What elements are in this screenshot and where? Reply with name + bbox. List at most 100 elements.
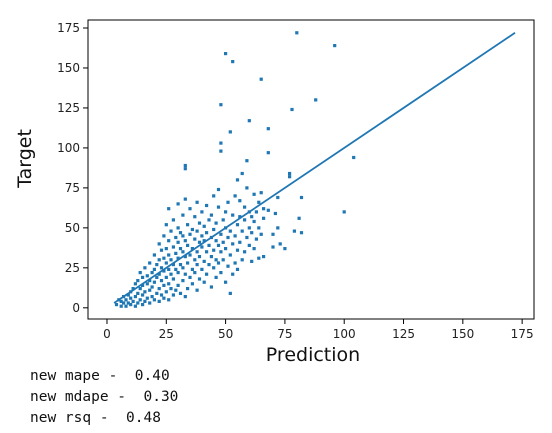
data-point: [138, 287, 142, 291]
data-point: [131, 287, 135, 291]
data-point: [186, 261, 190, 265]
data-point: [181, 213, 185, 217]
data-point: [247, 226, 251, 230]
data-point: [259, 191, 263, 195]
data-point: [197, 277, 202, 281]
data-point: [290, 107, 294, 112]
data-point: [193, 237, 197, 241]
data-point: [235, 248, 240, 252]
data-point: [221, 218, 225, 222]
data-point: [169, 287, 173, 291]
data-point: [157, 242, 161, 246]
data-point: [171, 218, 175, 222]
data-point: [262, 207, 266, 211]
mdape-line: new mdape - 0.30: [30, 389, 179, 405]
data-point: [288, 171, 292, 176]
x-tick-label: 50: [218, 327, 233, 341]
data-point: [188, 207, 192, 211]
mape-line: new mape - 0.40: [30, 368, 170, 384]
data-point: [148, 301, 152, 305]
data-point: [333, 44, 337, 48]
data-point: [219, 250, 223, 254]
data-point: [164, 275, 168, 279]
data-point: [228, 130, 232, 134]
data-point: [145, 296, 149, 300]
data-point: [150, 295, 154, 299]
data-point: [259, 77, 263, 81]
data-point: [138, 271, 142, 275]
data-point: [250, 231, 254, 235]
data-point: [183, 167, 187, 171]
data-point: [150, 285, 154, 289]
data-point: [183, 255, 187, 259]
data-point: [228, 253, 232, 257]
data-point: [262, 216, 266, 220]
data-point: [126, 293, 130, 297]
data-point: [207, 263, 211, 267]
data-point: [126, 301, 130, 305]
y-tick-label: 150: [57, 61, 80, 75]
data-point: [233, 261, 237, 265]
data-point: [245, 186, 249, 190]
data-point: [197, 240, 202, 244]
data-point: [266, 151, 270, 155]
data-point: [114, 303, 119, 307]
data-point: [176, 202, 180, 206]
data-point: [124, 298, 128, 302]
reference-line: [113, 32, 516, 304]
data-point: [205, 250, 209, 254]
data-point: [152, 280, 156, 284]
data-point: [169, 258, 173, 262]
data-point: [224, 52, 228, 56]
data-point: [238, 215, 242, 219]
data-point: [167, 298, 171, 302]
data-point: [141, 275, 145, 279]
data-point: [200, 210, 204, 214]
data-point: [164, 247, 168, 251]
data-point: [167, 267, 171, 271]
data-point: [202, 259, 206, 263]
data-point: [240, 258, 244, 262]
data-point: [148, 288, 152, 292]
data-point: [169, 229, 173, 233]
data-point: [122, 301, 126, 305]
data-point: [141, 283, 145, 287]
data-point: [148, 279, 152, 283]
data-point: [207, 218, 211, 222]
data-point: [235, 267, 240, 271]
data-point: [276, 195, 280, 200]
data-point: [157, 299, 161, 303]
rsq-line: new rsq - 0.48: [30, 410, 161, 426]
data-point: [188, 275, 192, 279]
data-point: [186, 223, 190, 227]
data-point: [136, 301, 140, 305]
data-point: [219, 103, 223, 107]
data-point: [136, 279, 140, 283]
data-point: [231, 242, 235, 246]
data-point: [212, 248, 216, 252]
data-point: [143, 290, 147, 294]
y-axis-label: Target: [14, 129, 36, 189]
data-point: [145, 282, 149, 286]
data-point: [259, 232, 263, 236]
data-point: [273, 211, 277, 216]
data-point: [152, 253, 156, 257]
data-point: [197, 255, 202, 259]
data-point: [176, 240, 180, 244]
data-point: [216, 205, 221, 209]
x-tick-label: 125: [392, 327, 415, 341]
data-point: [152, 267, 156, 271]
data-point: [119, 299, 123, 303]
x-tick-label: 75: [277, 327, 292, 341]
data-point: [124, 304, 128, 308]
data-point: [252, 247, 256, 251]
data-point: [155, 275, 159, 279]
x-tick-label: 175: [511, 327, 534, 341]
data-point: [167, 239, 171, 243]
data-point: [178, 263, 183, 267]
data-point: [178, 231, 183, 235]
data-point: [190, 282, 194, 286]
data-point: [226, 235, 230, 240]
data-point: [292, 229, 296, 233]
data-point: [181, 250, 185, 254]
